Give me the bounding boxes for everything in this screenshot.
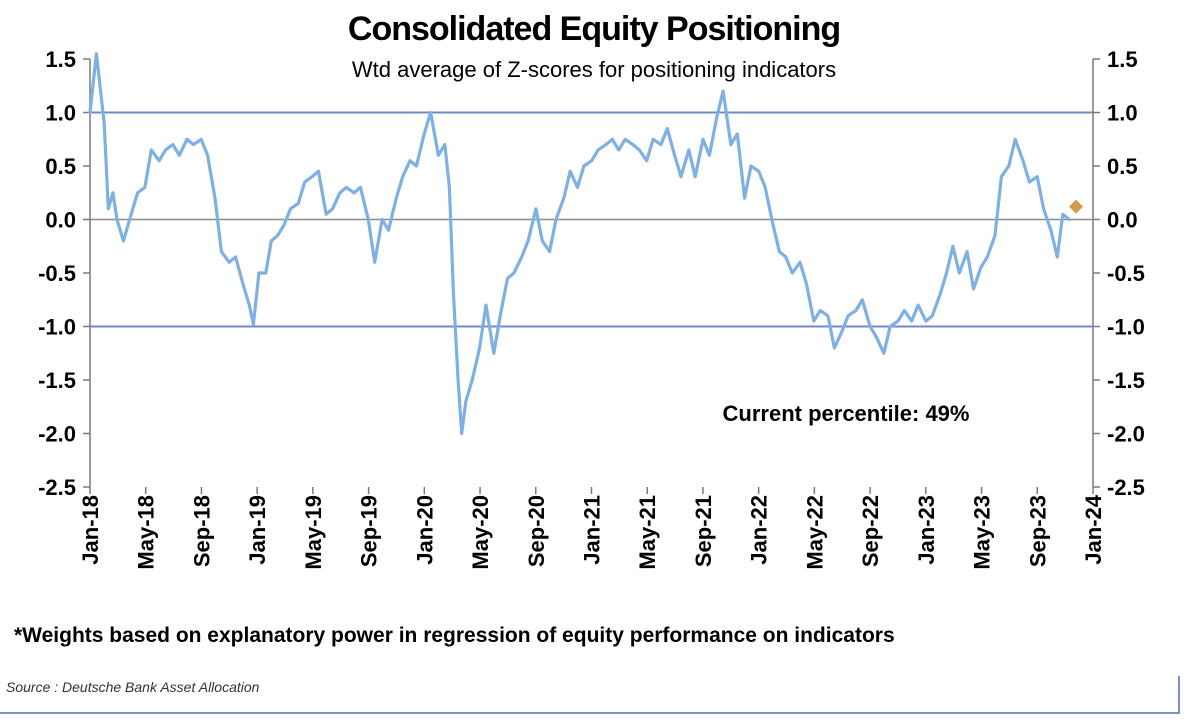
series-line [88,52,1071,436]
y-tick-label-right: 1.5 [1107,47,1138,72]
current-point-marker [1069,199,1084,214]
x-tick-label: Sep-23 [1025,495,1050,567]
chart-subtitle: Wtd average of Z-scores for positioning … [352,57,836,82]
x-tick-label: Sep-19 [357,495,382,567]
y-tick-label-left: 0.5 [45,154,76,179]
y-tick-label-right: -1.0 [1107,315,1145,340]
x-tick-label: May-20 [468,495,493,570]
x-tick-label: Jan-24 [1081,494,1106,564]
y-tick-label-right: 0.5 [1107,154,1138,179]
chart-title: Consolidated Equity Positioning [348,10,840,48]
x-tick-label: Jan-19 [245,495,270,565]
y-tick-label-left: -1.0 [38,315,76,340]
y-tick-label-right: -1.5 [1107,368,1145,393]
percentile-annotation: Current percentile: 49% [723,401,970,426]
y-tick-label-left: 1.0 [45,101,76,126]
x-tick-label: Sep-18 [189,495,214,567]
x-tick-label: May-21 [635,495,660,570]
y-tick-label-left: -1.5 [38,368,76,393]
x-tick-label: Jan-23 [914,495,939,565]
y-tick-label-left: -2.0 [38,422,76,447]
series-layer [88,52,1084,436]
source-rule-edge [1178,676,1180,714]
y-axis-left: 1.5 1.0 0.5 0.0 -0.5 -1.0 -1.5 -2.0 -2.5 [38,47,91,500]
x-tick-label: Jan-18 [78,495,103,565]
y-tick-label-right: 0.0 [1107,208,1138,233]
y-axis-right: 1.5 1.0 0.5 0.0 -0.5 -1.0 -1.5 -2.0 -2.5 [1092,47,1145,500]
x-tick-label: May-23 [970,495,995,570]
y-tick-label-right: 1.0 [1107,101,1138,126]
x-tick-label: Sep-21 [691,495,716,567]
y-tick-label-left: 1.5 [45,47,76,72]
reference-lines [90,111,1093,328]
footnote: *Weights based on explanatory power in r… [14,624,895,647]
y-tick-label-left: 0.0 [45,208,76,233]
x-tick-label: Sep-20 [524,495,549,567]
source-note: Source : Deutsche Bank Asset Allocation [6,679,260,695]
y-tick-label-right: -2.5 [1107,475,1145,500]
y-tick-label-right: -0.5 [1107,261,1145,286]
source-rule [0,712,1180,714]
x-tick-label: May-19 [301,495,326,570]
y-tick-label-right: -2.0 [1107,422,1145,447]
x-tick-label: Sep-22 [858,495,883,567]
x-tick-label: May-18 [134,495,159,570]
x-tick-label: May-22 [802,495,827,570]
x-tick-label: Jan-22 [747,495,772,565]
x-axis: Jan-18 May-18 Sep-18 Jan-19 May-19 Sep-19 Jan-… [78,487,1106,570]
x-tick-label: Jan-21 [580,495,605,565]
y-tick-label-left: -2.5 [38,475,76,500]
y-tick-label-left: -0.5 [38,261,76,286]
x-tick-label: Jan-20 [412,495,437,565]
